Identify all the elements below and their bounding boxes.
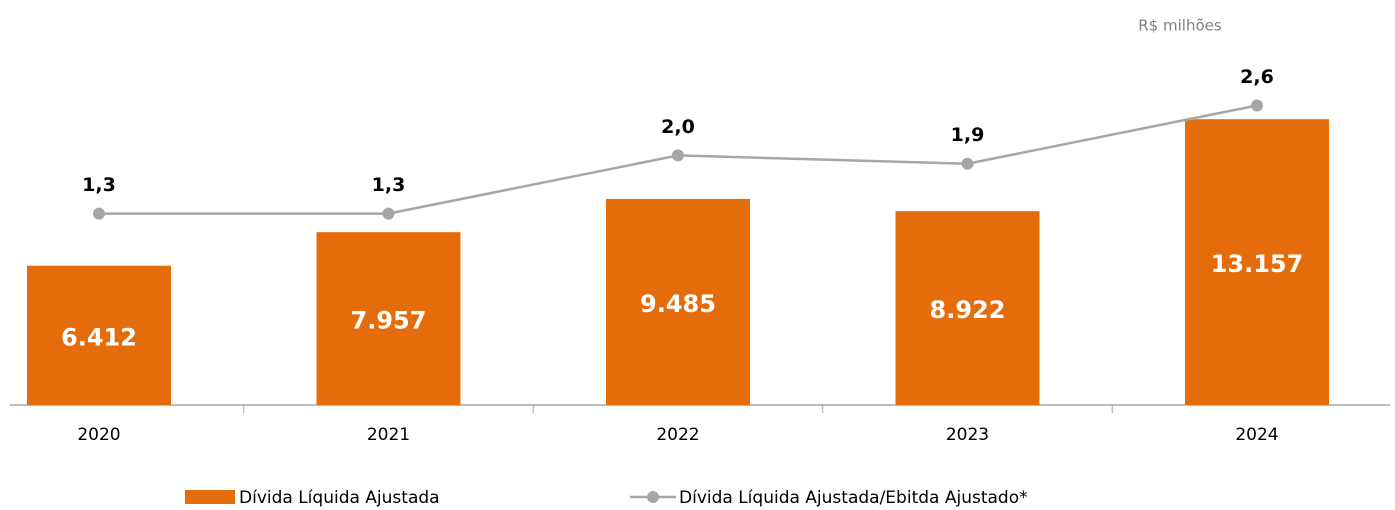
line-value-label: 1,3 (82, 174, 116, 196)
bar (606, 198, 750, 405)
legend-swatch (185, 490, 235, 504)
x-tick-label: 2023 (946, 425, 989, 445)
line-point (961, 157, 974, 170)
line-value-label: 2,0 (661, 116, 695, 138)
legend-swatch-point (647, 491, 659, 503)
bar-value-label: 13.157 (1211, 250, 1304, 278)
bar (895, 211, 1040, 405)
line-point (1251, 99, 1263, 112)
bar-value-label: 8.922 (930, 296, 1006, 324)
chart-subtitle: R$ milhões (1138, 17, 1222, 35)
bar-value-label: 7.957 (351, 307, 427, 335)
line-point (93, 207, 105, 220)
legend-label: Dívida Líquida Ajustada/Ebitda Ajustado* (679, 488, 1028, 508)
x-tick-label: 2022 (656, 425, 699, 445)
line-value-label: 2,6 (1240, 66, 1274, 88)
bar-value-label: 6.412 (61, 323, 137, 351)
bar-value-label: 9.485 (640, 290, 716, 318)
x-tick-label: 2024 (1235, 425, 1278, 445)
line-value-label: 1,9 (951, 124, 985, 146)
line-point (382, 207, 395, 220)
x-tick-label: 2021 (367, 425, 410, 445)
line-point (672, 149, 684, 162)
line-value-label: 1,3 (372, 174, 406, 196)
bar (27, 265, 171, 405)
x-tick-label: 2020 (77, 425, 120, 445)
bar (316, 232, 461, 405)
bar (1185, 119, 1329, 406)
legend-label: Dívida Líquida Ajustada (239, 488, 440, 508)
